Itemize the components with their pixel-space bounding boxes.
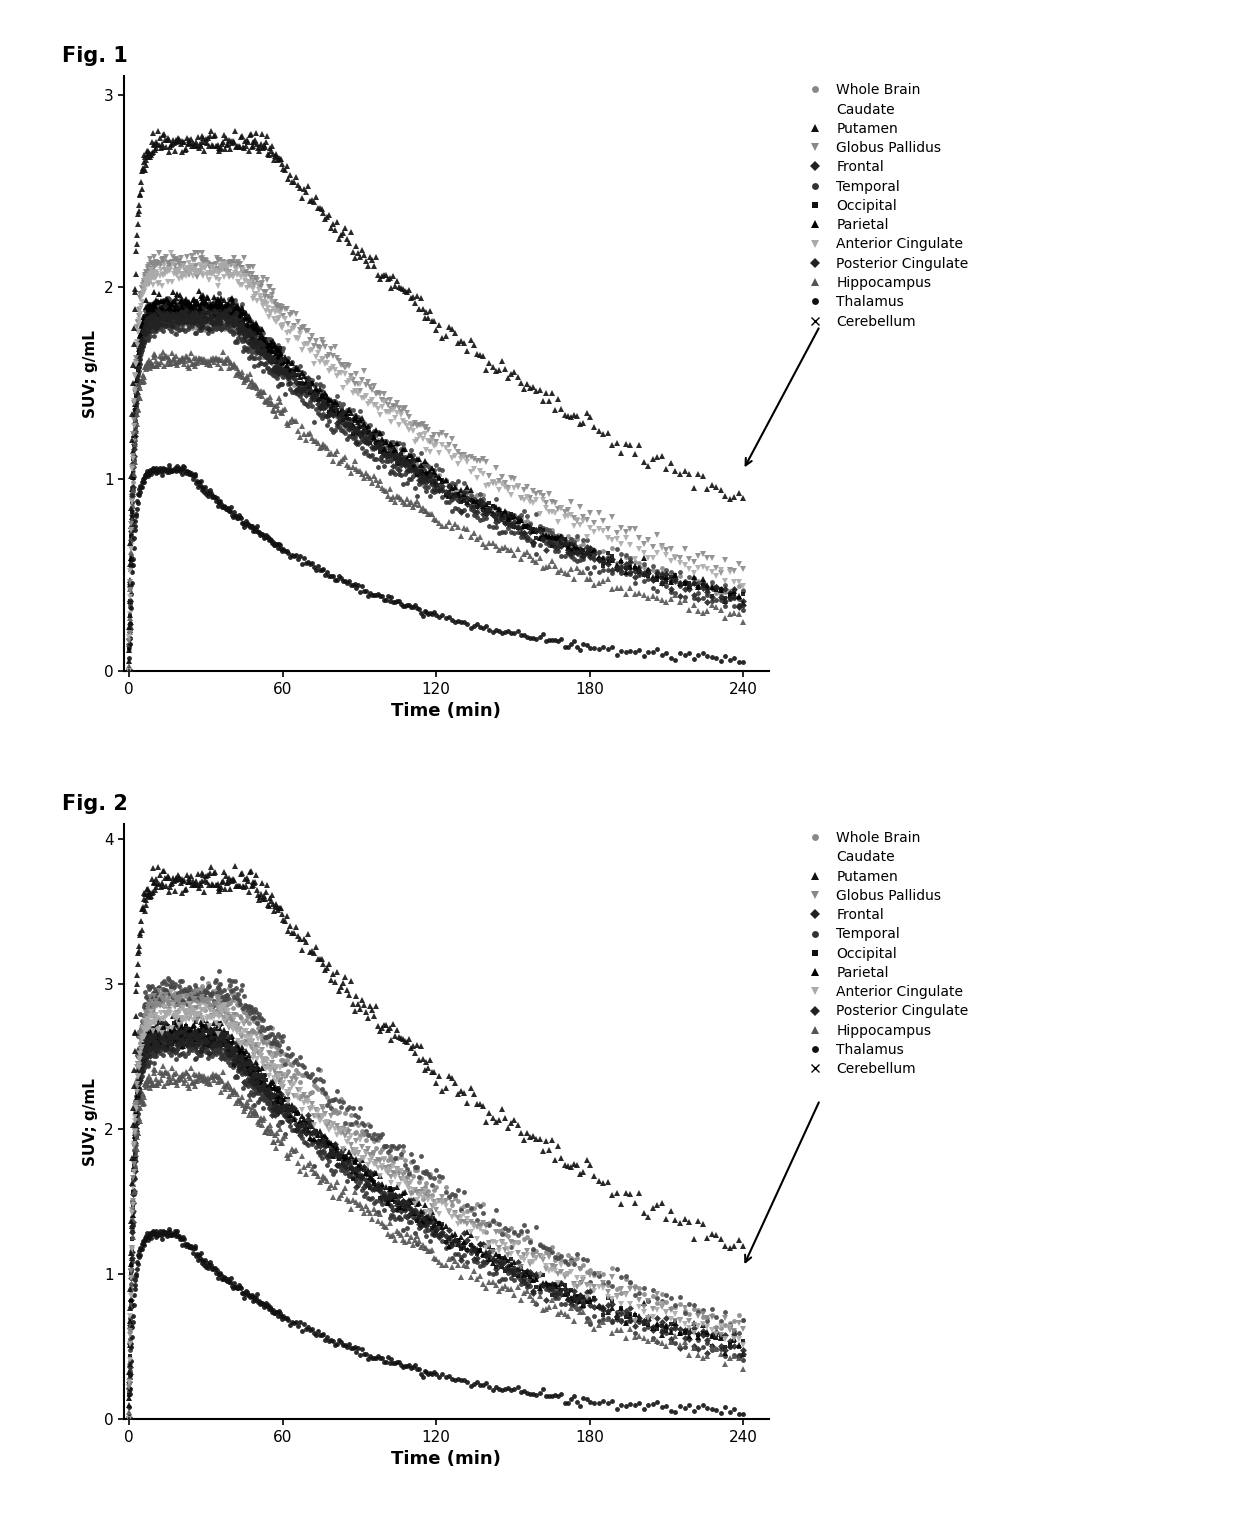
Text: Fig. 1: Fig. 1 <box>62 46 128 66</box>
Text: Fig. 2: Fig. 2 <box>62 794 128 813</box>
Legend: Whole Brain, Caudate, Putamen, Globus Pallidus, Frontal, Temporal, Occipital, Pa: Whole Brain, Caudate, Putamen, Globus Pa… <box>801 84 968 328</box>
X-axis label: Time (min): Time (min) <box>392 1450 501 1468</box>
Y-axis label: SUV; g/mL: SUV; g/mL <box>83 330 98 418</box>
Y-axis label: SUV; g/mL: SUV; g/mL <box>83 1077 98 1166</box>
X-axis label: Time (min): Time (min) <box>392 702 501 720</box>
Legend: Whole Brain, Caudate, Putamen, Globus Pallidus, Frontal, Temporal, Occipital, Pa: Whole Brain, Caudate, Putamen, Globus Pa… <box>801 832 968 1076</box>
